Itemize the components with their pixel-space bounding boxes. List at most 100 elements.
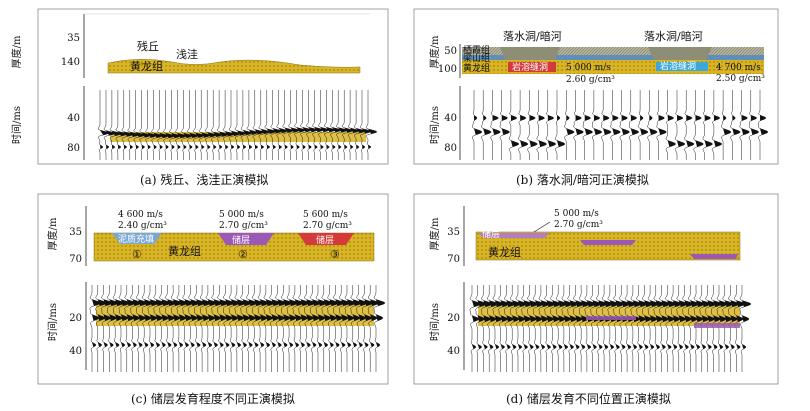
seismic-lobe: [161, 314, 169, 321]
seismic-lobe: [732, 115, 736, 121]
seismic-trace: [304, 285, 316, 372]
seismic-lobe: [741, 115, 748, 121]
liangshan-layer-b: [462, 55, 764, 60]
qixia-layer-b: [462, 47, 764, 55]
seismic-lobe: [529, 115, 536, 121]
seismic-lobe: [320, 127, 330, 132]
seismic-lobe: [586, 344, 591, 349]
seismic-lobe: [121, 342, 125, 347]
seismic-lobe: [254, 299, 264, 306]
seismic-trace: [684, 90, 695, 160]
cave-cyan-b: [656, 62, 708, 71]
label-sinkhole-left-b: 落水洞/暗河: [503, 29, 562, 43]
seismic-lobe: [254, 144, 258, 149]
seismic-trace: [590, 285, 602, 372]
seismic-trace: [509, 285, 522, 372]
seismic-trace: [555, 285, 568, 372]
seismic-lobe: [483, 344, 488, 349]
panel-c: 厚度/m 时间/ms 35 70 4 600 m/s 2.40 g/cm³ 5 …: [37, 193, 389, 385]
seismic-lobe: [368, 129, 377, 134]
label-velocity-d: 5 000 m/s: [554, 209, 599, 219]
seismic-lobe: [566, 115, 570, 121]
seismic-trace: [133, 90, 146, 160]
seismic-lobe: [189, 144, 193, 149]
label-density-1-c: 2.40 g/cm³: [118, 221, 167, 231]
seismic-trace: [647, 285, 660, 372]
seismic-lobe: [732, 128, 741, 135]
seismic-lobe: [190, 314, 198, 321]
seismic-trace: [321, 285, 334, 372]
seismic-trace: [693, 90, 704, 160]
seismic-lobe: [760, 115, 766, 121]
seismic-lobe: [202, 314, 209, 321]
label-formation-b: 黄龙组: [463, 62, 490, 74]
seismic-trace: [240, 90, 253, 160]
seismic-lobe: [538, 115, 545, 121]
seismic-trace: [216, 90, 228, 160]
seismic-trace: [130, 285, 142, 372]
seismic-lobe: [254, 129, 264, 135]
seismic-lobe: [213, 342, 218, 347]
seismic-lobe: [563, 344, 568, 349]
seismic-trace: [607, 285, 620, 372]
seismic-lobe: [695, 115, 702, 121]
seismic-lobe: [644, 300, 654, 307]
panel-b: 厚度/m 时间/ms 50 100 落水洞/暗河 落水洞/暗河 栖霞组 梁山组 …: [413, 8, 779, 165]
seismic-trace: [362, 285, 374, 372]
seismic-lobe: [655, 300, 665, 307]
seismic-lobe: [196, 299, 206, 306]
seismic-lobe: [171, 144, 175, 149]
seismic-lobe: [289, 314, 296, 321]
seismic-trace: [573, 285, 585, 372]
seismic-lobe: [609, 300, 619, 307]
seismic-lobe: [742, 300, 751, 307]
seismic-lobe: [724, 315, 732, 322]
seismic-lobe: [603, 128, 612, 135]
seismic-lobe: [196, 314, 204, 321]
seismic-lobe: [318, 314, 325, 321]
seismic-trace: [330, 90, 342, 160]
seismic-lobe: [586, 300, 596, 307]
seismic-lobe: [132, 314, 140, 321]
seismic-lobe: [495, 315, 502, 322]
reservoir-middle-d: [580, 240, 636, 245]
seismic-lobe: [661, 315, 669, 322]
seismic-trace: [312, 90, 324, 160]
seismic-lobe: [302, 144, 306, 149]
seismic-trace: [234, 285, 247, 372]
seismic-lobe: [352, 299, 362, 306]
seismic-lobe: [92, 342, 96, 347]
label-sinkhole-right-b: 落水洞/暗河: [644, 29, 703, 43]
seismic-lobe: [356, 144, 359, 149]
seismic-trace: [486, 285, 499, 372]
seismic-trace: [624, 285, 637, 372]
seismic-lobe: [202, 299, 211, 306]
seismic-trace: [670, 285, 683, 372]
seismic-lobe: [231, 299, 240, 306]
seismic-lobe: [201, 144, 205, 149]
seismic-lobe: [225, 342, 230, 347]
seismic-trace: [109, 90, 122, 160]
seismic-lobe: [219, 314, 227, 321]
seismic-lobe: [272, 144, 276, 149]
seismic-lobe: [111, 131, 121, 136]
seismic-section-b: [472, 90, 769, 160]
seismic-lobe: [121, 314, 128, 321]
seismic-lobe: [558, 300, 568, 307]
seismic-trace: [333, 285, 345, 372]
seismic-lobe: [344, 144, 348, 149]
seismic-lobe: [621, 115, 628, 121]
seismic-trace: [674, 90, 686, 160]
seismic-lobe: [724, 344, 729, 349]
seismic-trace: [246, 90, 258, 160]
seismic-trace: [693, 285, 706, 372]
caption-panel-b: (b) 落水洞/暗河正演模拟: [516, 173, 649, 187]
seismic-lobe: [630, 128, 639, 135]
label-velocity-2-b: 4 700 m/s: [716, 63, 761, 73]
seismic-lobe: [296, 127, 306, 133]
seismic-trace: [344, 285, 357, 372]
seismic-lobe: [684, 315, 692, 322]
seismic-lobe: [326, 127, 335, 133]
seismic-section-c: [89, 285, 386, 372]
seismic-trace: [564, 90, 575, 160]
